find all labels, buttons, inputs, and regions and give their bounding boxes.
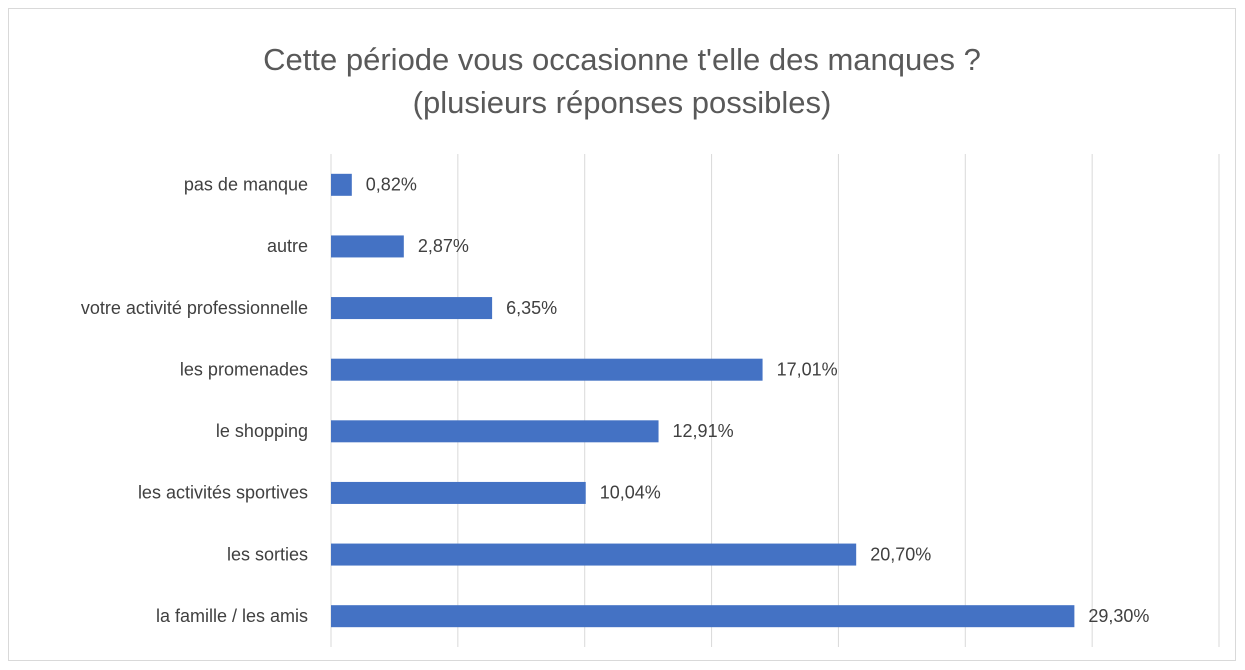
data-label: 6,35% <box>506 298 557 318</box>
bar <box>331 481 586 504</box>
y-tick-label: le shopping <box>216 421 308 441</box>
data-label: 0,82% <box>366 175 417 195</box>
y-tick-label: la famille / les amis <box>156 606 308 626</box>
chart-title: Cette période vous occasionne t'elle des… <box>263 42 981 120</box>
data-label: 17,01% <box>777 359 838 379</box>
y-tick-label: les sorties <box>227 544 308 564</box>
chart-frame <box>8 8 1236 661</box>
bar <box>331 420 659 443</box>
data-label: 12,91% <box>673 421 734 441</box>
y-tick-label: autre <box>267 236 308 256</box>
y-tick-label: pas de manque <box>184 175 308 195</box>
data-label: 2,87% <box>418 236 469 256</box>
bar <box>331 235 404 258</box>
y-tick-label: les promenades <box>180 359 308 379</box>
data-label: 20,70% <box>870 544 931 564</box>
bar <box>331 297 493 320</box>
bar <box>331 173 352 196</box>
bar <box>331 543 857 566</box>
y-tick-label: les activités sportives <box>138 483 308 503</box>
data-label: 10,04% <box>600 483 661 503</box>
y-tick-label: votre activité professionnelle <box>81 298 308 318</box>
bar <box>331 605 1075 628</box>
data-label: 29,30% <box>1088 606 1149 626</box>
bar <box>331 358 763 381</box>
